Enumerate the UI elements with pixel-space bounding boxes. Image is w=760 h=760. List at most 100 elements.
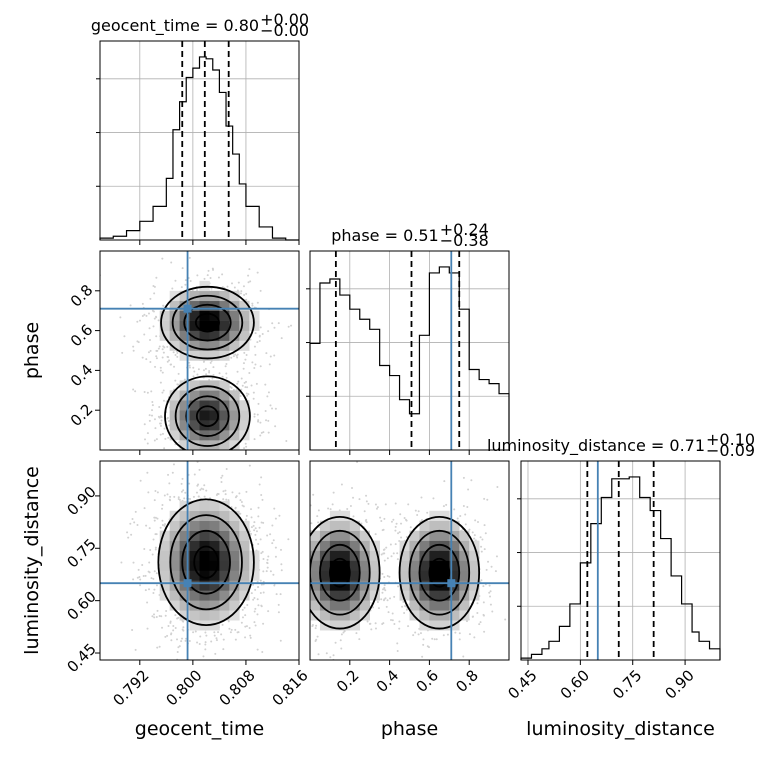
scatter-point (252, 524, 255, 527)
density-cell (449, 560, 460, 571)
scatter-point (177, 616, 180, 619)
x-tick-label: 0.75 (609, 666, 645, 702)
panel-frame (309, 460, 510, 661)
scatter-point (254, 624, 257, 627)
scatter-point (159, 366, 162, 369)
scatter-point (148, 561, 151, 564)
scatter-point (159, 424, 162, 427)
scatter-point (151, 409, 154, 412)
density-cell (429, 510, 440, 521)
scatter-point (481, 538, 484, 541)
scatter-point (172, 463, 175, 466)
scatter-point (407, 625, 410, 628)
scatter-point (249, 280, 252, 283)
scatter-point (280, 337, 283, 340)
density-cell (239, 570, 250, 581)
scatter-point (173, 495, 176, 498)
scatter-point (185, 637, 188, 640)
scatter-point (188, 361, 191, 364)
scatter-point (152, 613, 155, 616)
scatter-point (251, 361, 254, 364)
density-cell (239, 580, 250, 591)
scatter-point (222, 454, 224, 456)
scatter-point (272, 539, 275, 542)
scatter-point (174, 614, 177, 617)
scatter-point (387, 611, 390, 614)
scatter-point (251, 302, 254, 305)
density-cell (189, 310, 200, 321)
scatter-point (163, 524, 166, 527)
scatter-point (267, 555, 270, 558)
scatter-point (339, 639, 342, 642)
density-cell (189, 540, 200, 551)
density-cell (449, 610, 460, 621)
scatter-point (300, 508, 302, 510)
scatter-point (442, 634, 445, 637)
scatter-point (237, 631, 240, 634)
contour-line (428, 557, 451, 588)
density-cell (459, 560, 470, 571)
scatter-point (306, 549, 308, 551)
scatter-point (221, 474, 224, 477)
scatter-point (154, 548, 157, 551)
density-cell (239, 300, 250, 311)
scatter-point (496, 485, 499, 488)
scatter-point (267, 419, 270, 422)
scatter-point (224, 365, 227, 368)
scatter-point (196, 373, 199, 376)
density-cell (189, 420, 200, 431)
scatter-point (382, 588, 385, 591)
scatter-point (236, 353, 239, 356)
scatter-point (244, 358, 247, 361)
scatter-point (409, 526, 412, 529)
scatter-point (257, 402, 260, 405)
scatter-point (151, 414, 154, 417)
density-cell (459, 570, 470, 581)
scatter-point (196, 641, 199, 644)
density-cell (169, 300, 180, 311)
density-cell (159, 550, 170, 561)
density-cell (199, 380, 210, 391)
scatter-point (258, 483, 261, 486)
density-cell (179, 380, 190, 391)
density-cell (219, 600, 230, 611)
scatter-point (314, 639, 317, 642)
density-cell (179, 400, 190, 411)
density-cell (209, 410, 220, 421)
scatter-point (250, 508, 253, 511)
scatter-point (352, 515, 355, 518)
scatter-point (147, 491, 150, 494)
scatter-point (358, 638, 361, 641)
scatter-point (468, 633, 471, 636)
density-cell (329, 620, 341, 631)
scatter-point (267, 431, 270, 434)
scatter-point (141, 564, 144, 567)
scatter-point (167, 356, 170, 359)
scatter-point (155, 616, 158, 619)
scatter-point (242, 285, 245, 288)
scatter-point (129, 522, 132, 525)
density-cell (199, 320, 210, 331)
scatter-point (132, 349, 135, 352)
scatter-point (304, 560, 306, 562)
scatter-point (392, 552, 395, 555)
density-cell (219, 310, 230, 321)
scatter-point (244, 386, 247, 389)
density-cell (189, 340, 200, 351)
scatter-point (243, 381, 246, 384)
scatter-point (391, 612, 394, 615)
density-cell (319, 570, 331, 581)
scatter-point (228, 627, 231, 630)
scatter-point (258, 335, 261, 338)
scatter-point (150, 577, 153, 580)
scatter-point (236, 382, 239, 385)
scatter-point (172, 351, 175, 354)
scatter-point (470, 479, 473, 482)
scatter-point (176, 355, 179, 358)
scatter-point (462, 505, 465, 508)
scatter-point (343, 630, 346, 633)
scatter-point (404, 518, 407, 521)
scatter-point (139, 479, 142, 482)
density-cell (339, 530, 351, 541)
scatter-point (400, 522, 403, 525)
